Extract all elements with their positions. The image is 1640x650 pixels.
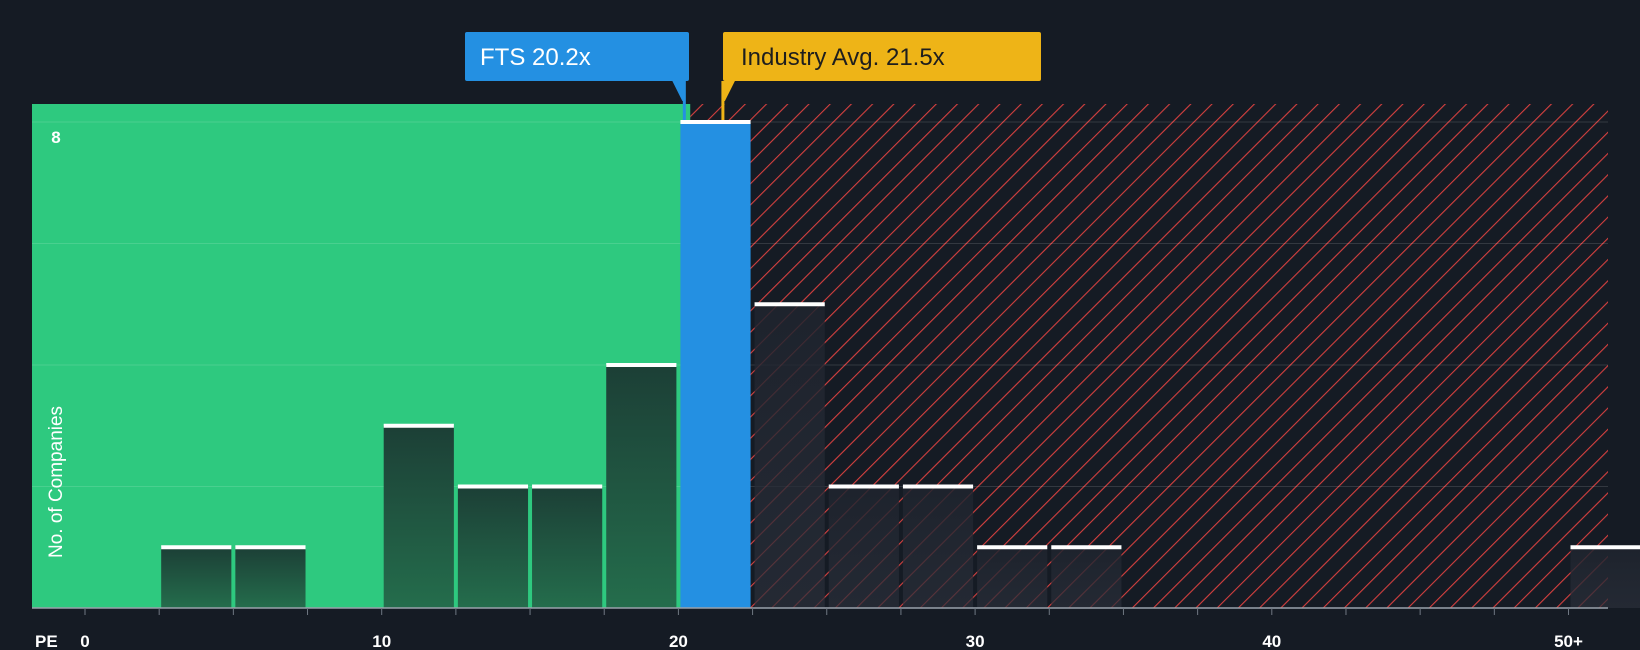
- x-tick-label: 0: [80, 632, 89, 650]
- industry-avg-marker: Industry Avg. 21.5x: [721, 32, 1041, 120]
- histogram-bar: [532, 486, 603, 608]
- x-axis-label: PE: [35, 632, 58, 650]
- marker-pointer: [672, 81, 685, 101]
- x-axis: 0 10 20 30 40 50+ 8: [32, 128, 1608, 650]
- histogram-bar: [828, 486, 899, 608]
- bar-cap: [828, 484, 899, 489]
- bar-cap: [235, 545, 306, 550]
- histogram-bar: [977, 547, 1048, 608]
- histogram-bar: [1051, 547, 1122, 608]
- bar-cap: [383, 423, 454, 428]
- marker-callout-box: [465, 32, 689, 81]
- marker-pointer: [722, 81, 735, 101]
- bar-cap: [977, 545, 1048, 550]
- markers: FTS 20.2x Industry Avg. 21.5x: [465, 32, 1041, 120]
- histogram-bar: [1570, 547, 1640, 608]
- y-tick-label: 8: [51, 128, 60, 147]
- bar-cap: [161, 545, 232, 550]
- bar-cap: [1051, 545, 1122, 550]
- bar-cap: [606, 363, 677, 367]
- bar-cap: [532, 484, 603, 489]
- histogram-bar: [902, 486, 974, 608]
- histogram-bar: [161, 547, 232, 608]
- bar-cap: [680, 120, 751, 124]
- histogram-bar: [606, 365, 677, 608]
- bar-cap: [457, 484, 529, 489]
- bars: [161, 120, 1640, 608]
- company-pe-marker: FTS 20.2x: [465, 32, 689, 120]
- bar-cap: [754, 302, 825, 307]
- histogram-bar: [457, 486, 529, 608]
- histogram-bar: [754, 304, 825, 608]
- marker-label: FTS 20.2x: [480, 44, 591, 71]
- bar-cap: [1570, 545, 1640, 550]
- x-tick-label: 40: [1262, 632, 1281, 650]
- x-tick-label: 20: [669, 632, 688, 650]
- histogram-bar: [680, 122, 751, 608]
- x-tick-label: 30: [966, 632, 985, 650]
- overvalued-zone: [690, 104, 1608, 608]
- marker-label: Industry Avg. 21.5x: [741, 44, 945, 71]
- marker-callout-box: [723, 32, 1041, 81]
- bar-cap: [902, 484, 974, 489]
- y-axis-label: No. of Companies: [46, 406, 67, 558]
- histogram-bar: [383, 425, 454, 608]
- x-tick-label: 50+: [1554, 632, 1583, 650]
- x-tick-label: 10: [372, 632, 391, 650]
- histogram-bar: [235, 547, 306, 608]
